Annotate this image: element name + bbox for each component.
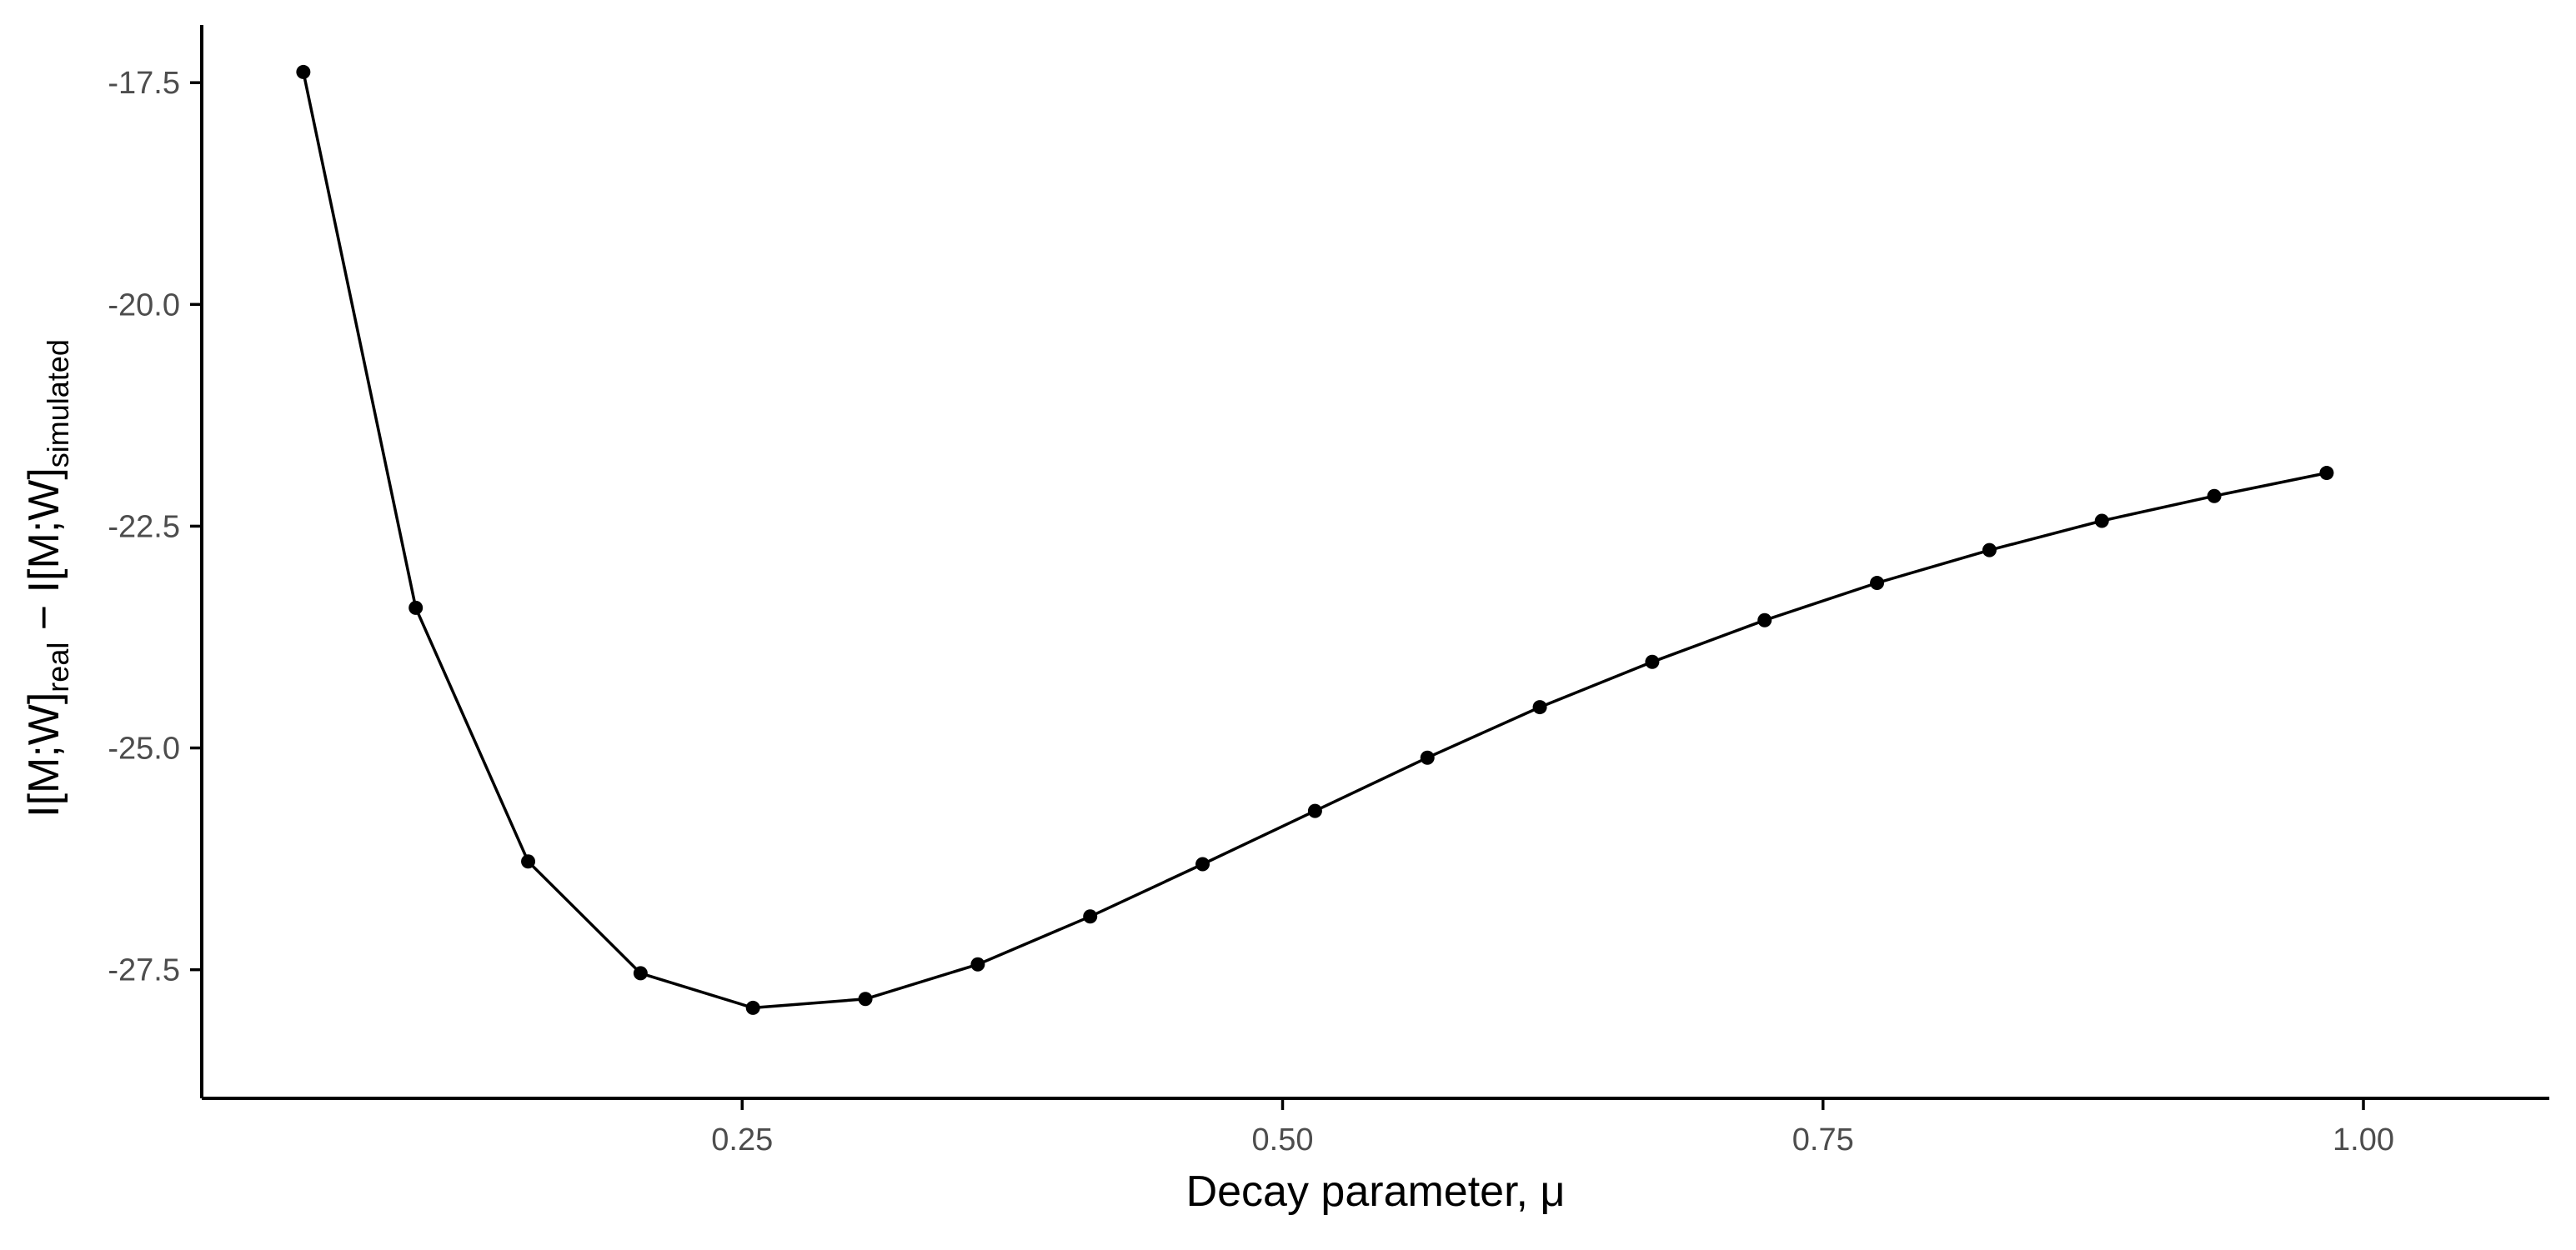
data-point-0-5 — [858, 992, 873, 1007]
x-tick-label-3: 1.00 — [2333, 1122, 2394, 1158]
y-tick-label-2: -22.5 — [108, 509, 180, 544]
data-point-0-4 — [745, 1000, 760, 1015]
data-point-0-6 — [970, 957, 985, 972]
y-axis-title: I[M;W]real − I[M;W]simulated — [20, 339, 75, 818]
data-point-0-10 — [1420, 750, 1435, 765]
series-line-0 — [302, 72, 2328, 1010]
x-axis-ticks: 0.25 0.50 0.75 1.00 — [711, 1098, 2394, 1158]
data-point-0-1 — [408, 600, 423, 615]
data-point-0-2 — [521, 854, 536, 869]
y-tick-label-0: -17.5 — [108, 66, 180, 101]
y-tick-label-4: -27.5 — [108, 953, 180, 988]
data-point-0-8 — [1195, 857, 1210, 872]
y-axis-title-operator: − — [20, 592, 68, 642]
y-axis-title-subscript2: simulated — [41, 339, 75, 468]
x-axis-title: Decay parameter, μ — [1186, 1168, 1566, 1216]
data-point-0-15 — [1982, 542, 1997, 558]
data-point-0-16 — [2094, 513, 2109, 528]
y-tick-label-1: -20.0 — [108, 288, 180, 322]
data-point-0-3 — [633, 966, 648, 981]
data-point-0-11 — [1532, 700, 1547, 715]
data-point-0-18 — [2319, 466, 2334, 481]
data-point-0-0 — [296, 64, 311, 79]
series-layer — [296, 64, 2334, 1015]
x-tick-label-2: 0.75 — [1792, 1122, 1854, 1158]
y-axis-title-term1: I[M;W] — [20, 692, 68, 818]
data-point-0-13 — [1757, 612, 1772, 628]
y-tick-label-3: -25.0 — [108, 732, 180, 767]
data-point-0-14 — [1870, 576, 1885, 591]
y-axis-ticks: -17.5 -20.0 -22.5 -25.0 -27.5 — [108, 66, 202, 988]
x-tick-label-0: 0.25 — [711, 1122, 773, 1158]
data-point-0-17 — [2207, 488, 2222, 503]
x-tick-label-1: 0.50 — [1252, 1122, 1314, 1158]
data-point-0-7 — [1083, 909, 1098, 924]
y-axis-title-term2: I[M;W] — [20, 468, 68, 592]
data-point-0-9 — [1307, 803, 1322, 818]
y-axis-title-subscript1: real — [41, 642, 75, 692]
data-point-0-12 — [1645, 654, 1660, 669]
